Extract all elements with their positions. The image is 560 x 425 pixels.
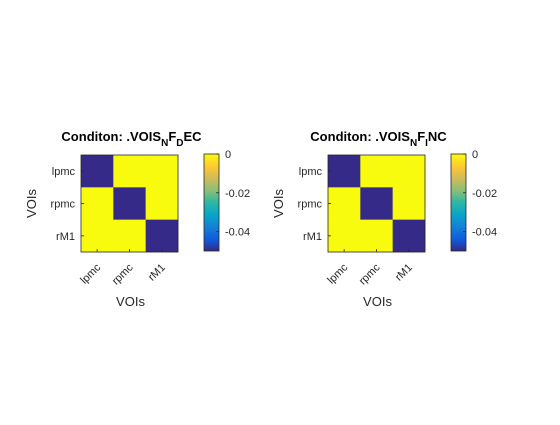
heatmap-cell	[113, 155, 146, 188]
x-tick-label: rM1	[393, 262, 415, 284]
colorbar-tick-label: 0	[472, 149, 478, 161]
colorbar-tick-label: 0	[225, 149, 231, 161]
heatmap-cell	[81, 219, 114, 253]
heatmap-cell	[113, 187, 146, 220]
heatmap-cell	[360, 187, 393, 220]
x-axis-label: VOIs	[116, 294, 145, 309]
y-tick-label: rpmc	[51, 199, 76, 211]
heatmap-cell	[145, 155, 179, 188]
heatmap-cell	[145, 187, 179, 220]
heatmap-cell	[328, 219, 361, 253]
heatmap-cell	[392, 187, 426, 220]
heatmap-cell	[145, 219, 179, 253]
y-axis-label: VOIs	[24, 189, 39, 218]
x-tick-label: lpmc	[78, 261, 103, 286]
heatmap-cell	[81, 187, 114, 220]
y-tick-label: lpmc	[299, 166, 323, 178]
x-tick-label: rpmc	[357, 261, 383, 287]
chart-title: Conditon: .VOISNFDEC	[61, 129, 202, 149]
heatmap-cell	[328, 187, 361, 220]
x-tick-label: lpmc	[325, 261, 350, 286]
heatmap-cell	[113, 219, 146, 253]
heatmap-cell	[392, 155, 426, 188]
colorbar	[450, 153, 467, 252]
chart-title: Conditon: .VOISNFINC	[310, 129, 447, 149]
y-tick-label: rM1	[303, 231, 322, 243]
heatmap-cell	[360, 219, 393, 253]
x-tick-label: rpmc	[110, 261, 136, 287]
heatmap-cell	[328, 155, 361, 188]
y-tick-label: lpmc	[52, 166, 76, 178]
colorbar-tick-label: -0.02	[225, 188, 250, 200]
y-axis-label: VOIs	[271, 189, 286, 218]
colorbar	[203, 153, 220, 252]
y-tick-label: rM1	[56, 231, 75, 243]
heatmap-cell	[360, 155, 393, 188]
x-tick-label: rM1	[146, 262, 168, 284]
colorbar-tick-label: -0.02	[472, 188, 497, 200]
y-tick-label: rpmc	[298, 199, 323, 211]
heatmap-cell	[392, 219, 426, 253]
colorbar-tick-label: -0.04	[472, 227, 497, 239]
heatmap-cell	[81, 155, 114, 188]
colorbar-tick-label: -0.04	[225, 227, 250, 239]
x-axis-label: VOIs	[363, 294, 392, 309]
